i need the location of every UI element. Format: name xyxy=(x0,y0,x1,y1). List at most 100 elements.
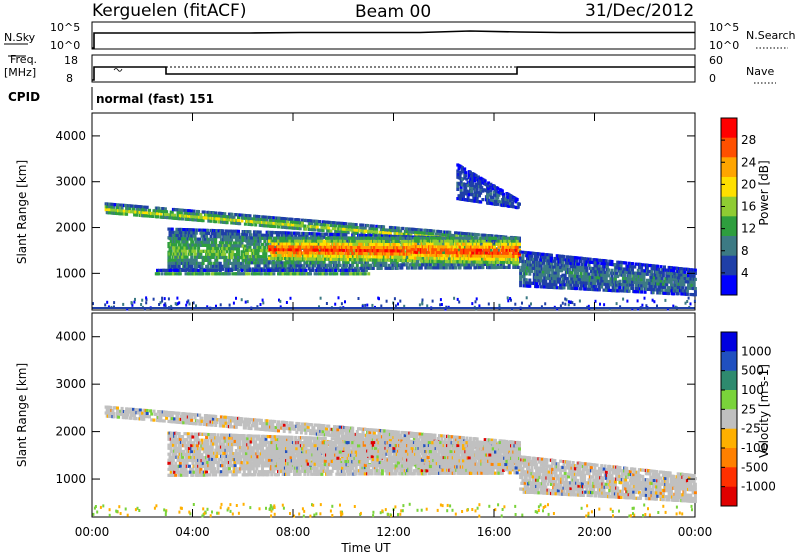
data-cell xyxy=(465,263,469,267)
data-cell xyxy=(439,232,443,237)
data-cell xyxy=(375,234,379,238)
data-cell xyxy=(198,255,202,259)
data-cell xyxy=(231,250,235,254)
data-cell xyxy=(156,212,159,216)
data-cell xyxy=(328,248,332,252)
data-cell xyxy=(219,255,223,260)
data-cell xyxy=(182,237,186,241)
data-cell xyxy=(299,257,303,261)
data-cell xyxy=(436,236,440,240)
data-cell xyxy=(214,238,218,242)
data-cell xyxy=(241,261,245,266)
data-cell xyxy=(401,236,405,240)
data-cell xyxy=(315,272,319,276)
data-cell xyxy=(539,276,543,280)
data-cell xyxy=(358,239,362,243)
data-cell xyxy=(446,254,449,258)
data-cell xyxy=(399,246,403,250)
data-cell xyxy=(247,219,251,224)
data-cell xyxy=(239,264,243,268)
data-cell xyxy=(215,272,219,276)
data-cell xyxy=(298,261,302,265)
data-cell xyxy=(250,223,254,227)
data-cell xyxy=(503,265,507,269)
data-cell xyxy=(363,249,367,253)
data-cell xyxy=(444,251,448,255)
data-cell xyxy=(535,282,539,286)
data-cell xyxy=(297,224,301,228)
data-cell xyxy=(346,248,350,253)
data-cell xyxy=(277,268,280,272)
data-cell xyxy=(165,272,169,276)
data-cell xyxy=(408,230,412,234)
data-cell xyxy=(400,266,404,270)
data-cell xyxy=(285,217,288,221)
data-cell xyxy=(245,230,248,234)
data-cell xyxy=(317,268,320,272)
data-cell xyxy=(170,210,174,214)
data-cell xyxy=(507,245,511,249)
data-cell xyxy=(215,229,219,233)
data-cell xyxy=(402,252,406,256)
data-cell xyxy=(169,258,173,262)
data-cell xyxy=(371,230,375,234)
data-cell xyxy=(221,241,225,245)
data-cell xyxy=(306,224,310,228)
data-cell xyxy=(211,255,215,259)
data-cell xyxy=(523,250,527,255)
data-cell xyxy=(345,242,349,246)
data-cell xyxy=(201,261,205,265)
data-cell xyxy=(288,234,292,238)
data-cell xyxy=(336,248,340,252)
data-cell xyxy=(122,209,126,213)
data-cell xyxy=(354,223,358,227)
data-cell xyxy=(426,259,430,263)
data-cell xyxy=(112,208,116,212)
data-cell xyxy=(528,272,532,276)
data-cell xyxy=(216,232,220,236)
data-cell xyxy=(372,236,376,240)
data-cell xyxy=(186,243,190,247)
data-cell xyxy=(318,220,322,224)
data-cell xyxy=(334,268,338,272)
data-cell xyxy=(467,260,471,264)
data-cell xyxy=(317,261,320,265)
data-cell xyxy=(375,224,379,228)
data-cell xyxy=(390,226,394,230)
data-cell xyxy=(498,251,502,255)
data-cell xyxy=(245,216,248,220)
data-cell xyxy=(211,249,215,254)
data-cell xyxy=(496,260,500,264)
data-cell xyxy=(406,249,410,253)
data-cell xyxy=(277,225,280,229)
data-cell xyxy=(272,251,276,255)
data-cell xyxy=(422,253,426,257)
data-cell xyxy=(247,236,251,240)
data-cell xyxy=(227,218,231,222)
data-cell xyxy=(391,236,395,240)
data-cell xyxy=(360,242,364,246)
data-cell xyxy=(287,261,291,265)
data-cell xyxy=(174,255,178,259)
data-cell xyxy=(144,208,148,212)
data-cell xyxy=(209,246,213,251)
data-cell xyxy=(314,236,318,240)
data-cell xyxy=(169,268,173,272)
data-cell xyxy=(143,205,147,209)
data-cell xyxy=(262,252,266,256)
data-cell xyxy=(430,229,433,233)
data-cell xyxy=(480,260,484,264)
data-cell xyxy=(323,239,327,243)
nave-tick-top: 60 xyxy=(709,54,723,67)
data-cell xyxy=(458,257,462,261)
data-cell xyxy=(400,263,404,267)
data-cell xyxy=(451,236,455,240)
data-cell xyxy=(320,226,324,230)
data-cell xyxy=(254,272,258,276)
data-cell xyxy=(391,260,395,265)
data-cell xyxy=(200,234,204,238)
data-cell xyxy=(368,239,372,243)
data-cell xyxy=(133,213,137,217)
data-cell xyxy=(457,263,461,267)
